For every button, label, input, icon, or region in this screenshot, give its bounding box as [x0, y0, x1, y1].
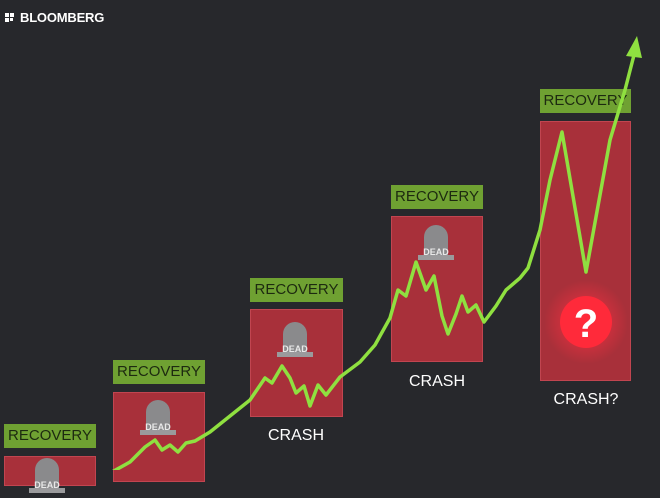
crash-label: CRASH?: [553, 391, 619, 408]
bloomberg-logo: BLOOMBERG: [5, 10, 104, 25]
recovery-label: RECOVERY: [4, 424, 96, 448]
question-circle: [560, 296, 612, 348]
tombstone-icon: DEAD: [273, 322, 317, 362]
crash-label: CRASH: [267, 427, 324, 444]
brand-name: BLOOMBERG: [20, 10, 105, 25]
market-line: [111, 54, 636, 470]
recovery-label: RECOVERY: [113, 360, 205, 384]
tombstone-icon: DEAD: [414, 225, 458, 265]
arrowhead-icon: [626, 36, 642, 58]
recovery-label: RECOVERY: [250, 278, 343, 302]
logo-mark-icon: [5, 12, 17, 23]
crash-label: CRASH: [408, 373, 465, 390]
question-mark-icon: ?: [574, 302, 598, 346]
tombstone-icon: DEAD: [136, 400, 180, 440]
recovery-label: RECOVERY: [540, 89, 631, 113]
market-line-graphic: ?: [111, 36, 642, 470]
recovery-label: RECOVERY: [391, 185, 483, 209]
